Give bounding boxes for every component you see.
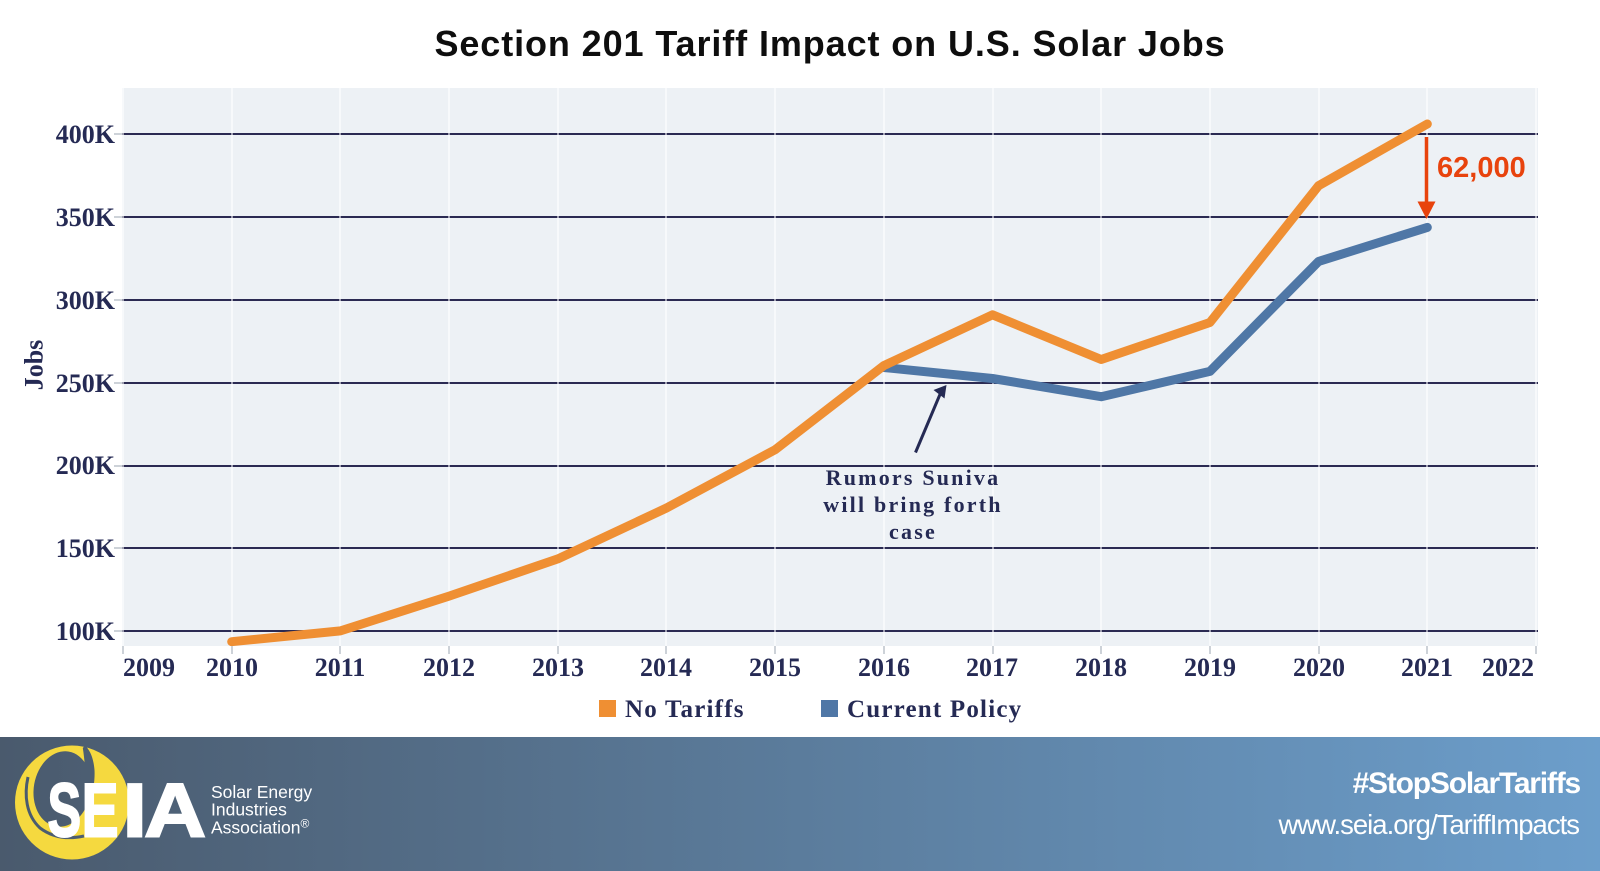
svg-text:A: A <box>144 769 206 853</box>
svg-text:Solar Energy: Solar Energy <box>211 782 312 802</box>
svg-text:Association®: Association® <box>211 816 310 837</box>
svg-text:Industries: Industries <box>211 800 287 820</box>
svg-text:E: E <box>82 769 119 854</box>
svg-text:I: I <box>123 768 148 853</box>
svg-text:S: S <box>48 768 82 853</box>
